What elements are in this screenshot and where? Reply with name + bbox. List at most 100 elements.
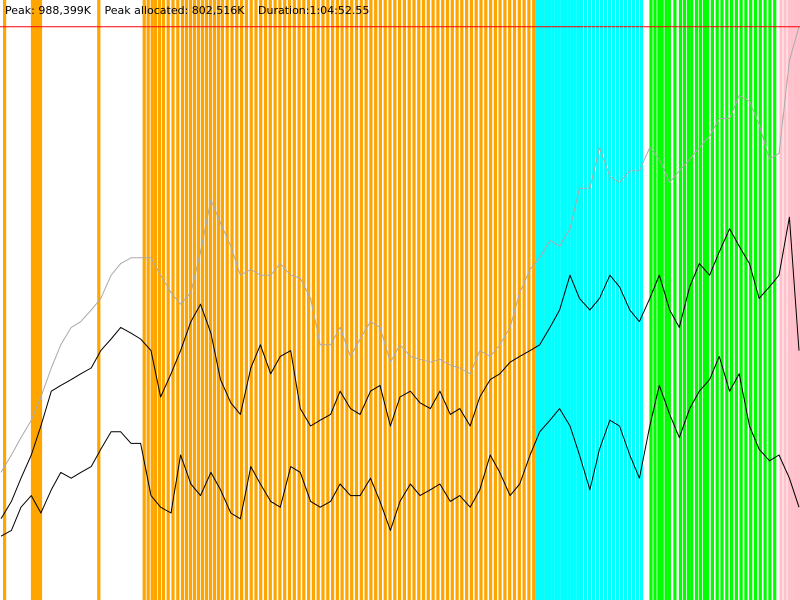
phase-2-mark bbox=[557, 0, 561, 600]
phase-3-mark bbox=[660, 0, 664, 600]
phase-1-mark bbox=[345, 0, 349, 600]
phase-1-mark bbox=[398, 0, 402, 600]
phase-1-mark bbox=[230, 0, 234, 600]
phase-1-mark bbox=[157, 0, 161, 600]
phase-3-mark bbox=[758, 0, 762, 600]
phase-4-mark bbox=[790, 0, 794, 600]
phase-2-mark bbox=[544, 0, 548, 600]
phase-1-mark bbox=[184, 0, 189, 600]
phase-1-mark bbox=[263, 0, 268, 600]
phase-1-mark bbox=[393, 0, 397, 600]
phase-1-mark bbox=[517, 0, 521, 600]
phase-1-mark bbox=[417, 0, 421, 600]
phase-3-mark bbox=[739, 0, 743, 600]
phase-1-mark bbox=[200, 0, 205, 600]
phase-1-mark bbox=[97, 0, 101, 600]
phase-1-mark bbox=[278, 0, 282, 600]
phase-1-mark bbox=[436, 0, 440, 600]
phase-4-mark bbox=[787, 0, 791, 600]
phase-2-mark bbox=[627, 0, 631, 600]
phase-1-mark bbox=[359, 0, 363, 600]
phase-1-mark bbox=[204, 0, 209, 600]
peak-value: Peak: 988,399K bbox=[5, 4, 92, 17]
phase-2-mark bbox=[548, 0, 552, 600]
phase-1-mark bbox=[450, 0, 454, 600]
phase-1-mark bbox=[498, 0, 502, 600]
phase-2-mark bbox=[554, 0, 558, 600]
phase-1-mark bbox=[465, 0, 469, 600]
phase-2-mark bbox=[595, 0, 600, 600]
phase-1-mark bbox=[161, 0, 165, 600]
peak-allocated-value: Peak allocated: 802,516K bbox=[104, 4, 245, 17]
phase-1-mark bbox=[331, 0, 335, 600]
phase-1-mark bbox=[431, 0, 435, 600]
duration-value: Duration:1:04:52.55 bbox=[258, 4, 370, 17]
min-memory-line bbox=[0, 355, 800, 537]
phase-1-mark bbox=[335, 0, 339, 600]
phase-2-mark bbox=[573, 0, 577, 600]
phase-3-mark bbox=[649, 0, 653, 600]
phase-1-mark bbox=[321, 0, 325, 600]
phase-2-mark bbox=[607, 0, 612, 600]
phase-1-mark bbox=[153, 0, 157, 600]
phase-1-mark bbox=[388, 0, 392, 600]
phase-1-mark bbox=[479, 0, 483, 600]
phase-1-mark bbox=[474, 0, 478, 600]
phase-1-mark bbox=[326, 0, 330, 600]
phase-3-mark bbox=[682, 0, 687, 600]
phase-1-mark bbox=[532, 0, 536, 600]
phase-1-mark bbox=[441, 0, 445, 600]
phase-1-mark bbox=[369, 0, 373, 600]
phase-4-mark bbox=[779, 0, 783, 600]
phase-3-mark bbox=[667, 0, 671, 600]
phase-3-mark bbox=[749, 0, 753, 600]
phase-1-mark bbox=[302, 0, 306, 600]
phase-1-mark bbox=[316, 0, 320, 600]
phase-1-mark bbox=[469, 0, 473, 600]
phase-1-mark bbox=[259, 0, 263, 600]
phase-2-mark bbox=[576, 0, 580, 600]
phase-1-mark bbox=[249, 0, 253, 600]
phase-3-mark bbox=[698, 0, 702, 600]
phase-1-mark bbox=[196, 0, 201, 600]
phase-1-mark bbox=[146, 0, 150, 600]
phase-1-mark bbox=[150, 0, 154, 600]
phase-1-mark bbox=[292, 0, 296, 600]
phase-1-mark bbox=[216, 0, 221, 600]
phase-2-mark bbox=[619, 0, 623, 600]
phase-3-mark bbox=[653, 0, 657, 600]
phase-2-mark bbox=[535, 0, 539, 600]
phase-1-mark bbox=[460, 0, 464, 600]
phase-3-mark bbox=[768, 0, 772, 600]
phase-1-mark bbox=[166, 0, 170, 600]
phase-1-mark bbox=[287, 0, 292, 600]
phase-3-mark bbox=[730, 0, 734, 600]
phase-1-mark bbox=[527, 0, 531, 600]
phase-1-mark bbox=[364, 0, 368, 600]
phase-1-mark bbox=[489, 0, 493, 600]
phase-1-mark bbox=[512, 0, 517, 600]
phase-2-mark bbox=[639, 0, 643, 600]
phase-1-mark bbox=[283, 0, 287, 600]
phase-4-mark bbox=[783, 0, 787, 600]
phase-1-mark bbox=[412, 0, 416, 600]
phase-3-mark bbox=[734, 0, 738, 600]
phase-1-mark bbox=[421, 0, 426, 600]
phase-2-mark bbox=[591, 0, 596, 600]
phase-1-mark bbox=[188, 0, 193, 600]
phase-2-mark bbox=[551, 0, 555, 600]
phase-3-mark bbox=[706, 0, 710, 600]
phase-2-mark bbox=[538, 0, 542, 600]
phase-1-mark bbox=[33, 0, 37, 600]
phase-1-mark bbox=[176, 0, 180, 600]
phase-3-mark bbox=[753, 0, 758, 600]
phase-3-mark bbox=[725, 0, 729, 600]
phase-1-mark bbox=[311, 0, 315, 600]
phase-1-mark bbox=[426, 0, 430, 600]
phase-1-mark bbox=[235, 0, 239, 600]
phase-4-mark bbox=[797, 0, 800, 600]
phase-1-mark bbox=[240, 0, 244, 600]
phase-1-mark bbox=[171, 0, 175, 600]
phase-3-mark bbox=[744, 0, 748, 600]
phase-1-mark bbox=[244, 0, 248, 600]
